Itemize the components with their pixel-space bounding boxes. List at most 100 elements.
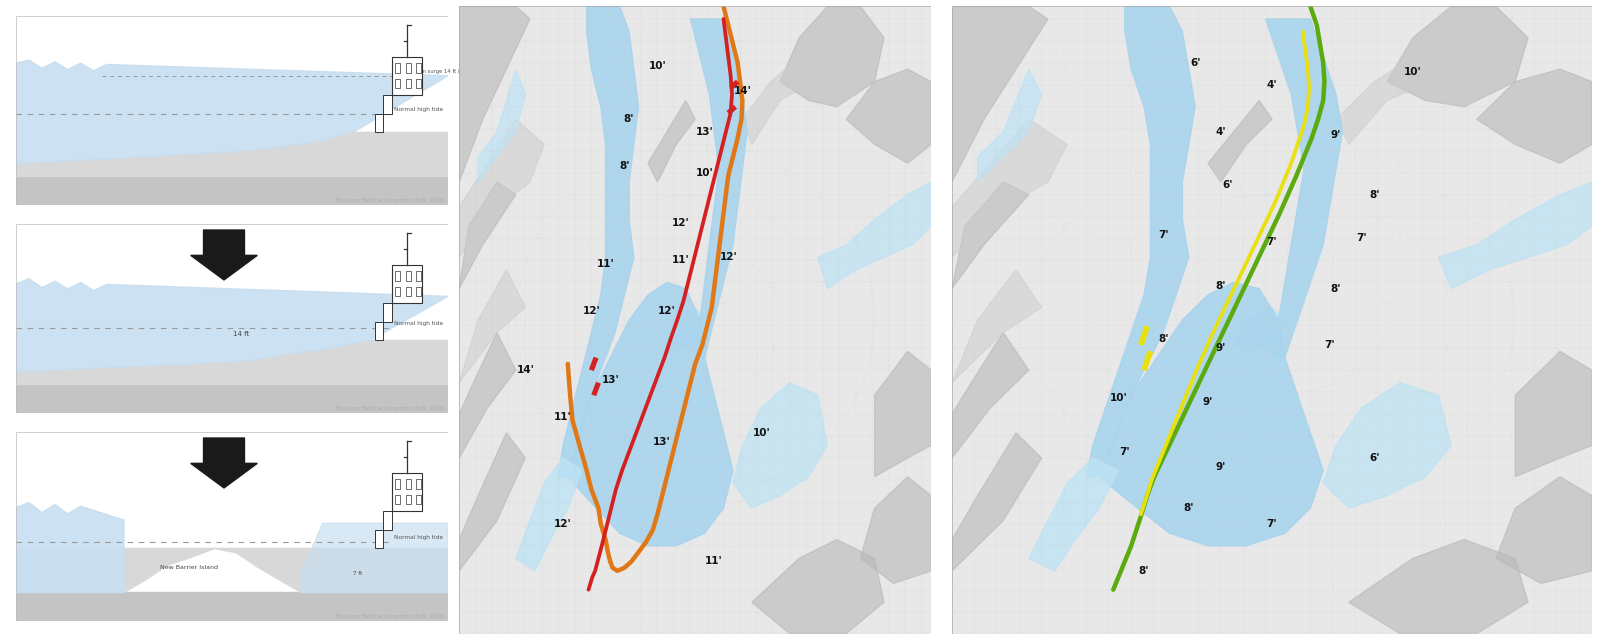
Bar bbox=[16, 593, 448, 621]
Text: 10': 10' bbox=[1109, 394, 1128, 403]
Polygon shape bbox=[16, 279, 448, 372]
Bar bbox=[374, 529, 384, 548]
FancyArrow shape bbox=[190, 438, 258, 488]
Bar bbox=[406, 479, 411, 489]
Polygon shape bbox=[459, 433, 525, 571]
Text: 10': 10' bbox=[1403, 67, 1422, 77]
Bar bbox=[395, 495, 400, 504]
Bar bbox=[406, 495, 411, 504]
Bar bbox=[395, 79, 400, 88]
Bar bbox=[406, 63, 411, 72]
Text: 8': 8' bbox=[1139, 566, 1149, 576]
Text: Normal high tide: Normal high tide bbox=[394, 321, 443, 326]
Polygon shape bbox=[16, 502, 125, 593]
Text: 14': 14' bbox=[733, 86, 752, 96]
Polygon shape bbox=[301, 524, 448, 593]
Bar bbox=[392, 57, 422, 95]
Text: 9': 9' bbox=[1331, 130, 1341, 140]
Text: Based on: National Geographic (Sept. 2013): Based on: National Geographic (Sept. 201… bbox=[336, 406, 443, 411]
Polygon shape bbox=[952, 119, 1067, 257]
Text: 8': 8' bbox=[1216, 280, 1226, 291]
Bar bbox=[16, 385, 448, 413]
Polygon shape bbox=[1515, 351, 1592, 477]
Polygon shape bbox=[459, 270, 525, 383]
Text: 12': 12' bbox=[672, 218, 690, 228]
Text: 9': 9' bbox=[1216, 462, 1226, 472]
Text: 6': 6' bbox=[1190, 58, 1200, 68]
Polygon shape bbox=[16, 60, 448, 164]
Polygon shape bbox=[459, 119, 544, 257]
Polygon shape bbox=[1234, 307, 1285, 351]
Polygon shape bbox=[978, 69, 1042, 182]
Text: 7': 7' bbox=[1120, 447, 1130, 457]
Bar bbox=[384, 303, 392, 321]
Polygon shape bbox=[459, 182, 515, 289]
FancyArrow shape bbox=[190, 230, 258, 280]
Text: Normal high tide: Normal high tide bbox=[394, 535, 443, 540]
Polygon shape bbox=[478, 69, 525, 182]
Text: 13': 13' bbox=[696, 127, 714, 137]
Text: 7': 7' bbox=[1325, 340, 1334, 350]
Text: 11': 11' bbox=[554, 412, 571, 422]
Text: Based on: National Geographic (Sept. 2013): Based on: National Geographic (Sept. 201… bbox=[336, 614, 443, 619]
Polygon shape bbox=[952, 433, 1042, 571]
Polygon shape bbox=[568, 282, 733, 546]
Text: 6': 6' bbox=[1222, 180, 1232, 190]
Text: 9': 9' bbox=[1216, 343, 1226, 353]
Polygon shape bbox=[1496, 477, 1592, 584]
Polygon shape bbox=[1086, 6, 1195, 477]
Text: 11': 11' bbox=[597, 259, 614, 269]
Bar bbox=[416, 287, 421, 296]
Text: 12': 12' bbox=[554, 519, 571, 529]
Text: New Barrier Island: New Barrier Island bbox=[160, 565, 218, 570]
Text: 4': 4' bbox=[1216, 127, 1226, 137]
Polygon shape bbox=[1323, 383, 1451, 508]
Polygon shape bbox=[875, 351, 931, 477]
Text: Based on: National Geographic (Sept. 2013): Based on: National Geographic (Sept. 201… bbox=[336, 198, 443, 203]
Text: 14 ft: 14 ft bbox=[232, 331, 248, 337]
Text: 7': 7' bbox=[1158, 230, 1168, 241]
Polygon shape bbox=[952, 6, 1048, 182]
Text: 8': 8' bbox=[1370, 189, 1379, 200]
Polygon shape bbox=[16, 548, 448, 593]
Bar bbox=[16, 177, 448, 205]
Polygon shape bbox=[752, 540, 883, 634]
Text: 10': 10' bbox=[752, 428, 770, 438]
Text: 7 ft: 7 ft bbox=[352, 571, 362, 576]
Polygon shape bbox=[952, 182, 1029, 289]
Bar bbox=[395, 271, 400, 280]
Polygon shape bbox=[818, 182, 931, 289]
Polygon shape bbox=[846, 69, 931, 163]
Bar bbox=[392, 492, 400, 511]
Text: 8': 8' bbox=[624, 115, 634, 124]
Bar bbox=[406, 79, 411, 88]
Bar bbox=[406, 271, 411, 280]
Polygon shape bbox=[558, 6, 638, 477]
Polygon shape bbox=[1349, 540, 1528, 634]
Bar bbox=[416, 271, 421, 280]
Text: 8': 8' bbox=[1158, 334, 1168, 344]
Text: 12': 12' bbox=[658, 305, 675, 316]
Bar bbox=[392, 265, 422, 303]
Text: 14': 14' bbox=[517, 365, 534, 375]
Text: 12': 12' bbox=[720, 252, 738, 262]
Polygon shape bbox=[459, 333, 515, 458]
Polygon shape bbox=[648, 100, 694, 182]
Text: 10': 10' bbox=[648, 61, 666, 71]
Bar bbox=[374, 321, 384, 340]
Text: 8': 8' bbox=[1331, 284, 1341, 294]
Text: 11': 11' bbox=[706, 556, 723, 566]
Bar bbox=[416, 495, 421, 504]
Bar bbox=[416, 79, 421, 88]
Polygon shape bbox=[1477, 69, 1592, 163]
Polygon shape bbox=[861, 477, 931, 584]
Text: Normal high tide: Normal high tide bbox=[394, 107, 443, 111]
Text: 11': 11' bbox=[672, 255, 690, 266]
Polygon shape bbox=[1099, 282, 1323, 546]
Text: 6': 6' bbox=[1370, 453, 1379, 463]
Bar bbox=[406, 287, 411, 296]
Text: 9': 9' bbox=[1203, 397, 1213, 406]
Text: 7': 7' bbox=[1267, 237, 1277, 246]
Polygon shape bbox=[16, 340, 448, 385]
Polygon shape bbox=[952, 270, 1042, 383]
